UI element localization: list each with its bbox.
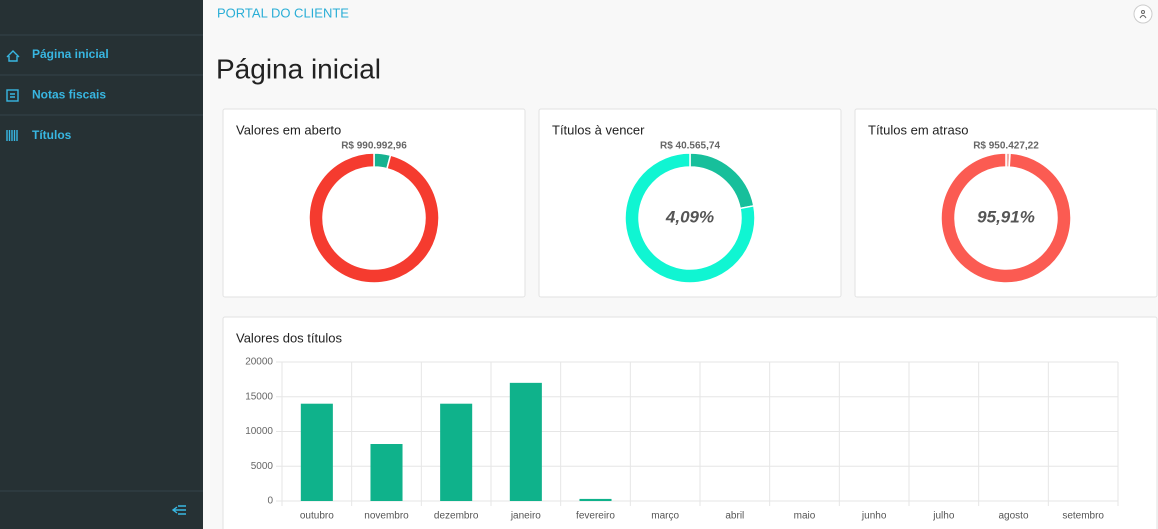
bar	[579, 498, 612, 501]
user-icon	[1139, 10, 1147, 19]
y-tick-label: 0	[267, 496, 273, 507]
card	[222, 316, 1158, 529]
x-tick-label: setembro	[1062, 511, 1104, 522]
card-title: Títulos em atraso	[868, 122, 968, 137]
card	[854, 108, 1158, 298]
x-tick-label: agosto	[998, 511, 1028, 522]
card-title: Valores em aberto	[236, 122, 341, 137]
x-tick-label: junho	[861, 511, 887, 522]
donut-segment	[308, 152, 440, 284]
x-tick-label: abril	[725, 511, 744, 522]
barcode-icon[interactable]	[6, 130, 18, 141]
bar	[509, 382, 542, 501]
notes-icon[interactable]	[6, 89, 19, 102]
sidebar-item[interactable]: Títulos	[32, 128, 72, 142]
sidebar-item[interactable]: Notas fiscais	[32, 88, 106, 102]
total-label: R$ 40.565,74	[660, 141, 720, 152]
x-tick-label: maio	[794, 511, 816, 522]
sidebar-icons	[6, 50, 186, 515]
x-tick-label: julho	[932, 511, 955, 522]
y-tick-label: 10000	[245, 426, 273, 437]
x-tick-label: março	[651, 511, 679, 522]
card-title: Títulos à vencer	[552, 122, 645, 137]
total-label: R$ 950.427,22	[973, 141, 1039, 152]
total-label: R$ 990.992,96	[341, 141, 407, 152]
x-tick-label: janeiro	[510, 511, 541, 522]
sidebar	[0, 0, 203, 529]
x-tick-label: novembro	[364, 511, 409, 522]
bar	[300, 403, 333, 501]
bar	[440, 403, 473, 501]
center-label: 95,91%	[977, 207, 1035, 226]
x-tick-label: dezembro	[434, 511, 479, 522]
card	[222, 108, 526, 298]
donut-segment	[624, 152, 756, 284]
x-tick-label: fevereiro	[576, 511, 615, 522]
donut-segment	[940, 152, 1072, 284]
page-title: Página inicial	[216, 53, 381, 84]
portal-title: PORTAL DO CLIENTE	[217, 5, 349, 20]
card-title: Valores dos títulos	[236, 330, 342, 345]
y-tick-label: 15000	[245, 391, 273, 402]
y-tick-label: 5000	[251, 461, 274, 472]
home-icon[interactable]	[6, 50, 20, 62]
sidebar-item[interactable]: Página inicial	[32, 47, 109, 61]
y-tick-label: 20000	[245, 357, 273, 368]
center-label: 4,09%	[665, 207, 714, 226]
collapse-icon[interactable]	[171, 505, 186, 515]
x-tick-label: outubro	[300, 511, 334, 522]
card	[538, 108, 842, 298]
bar	[370, 444, 403, 501]
